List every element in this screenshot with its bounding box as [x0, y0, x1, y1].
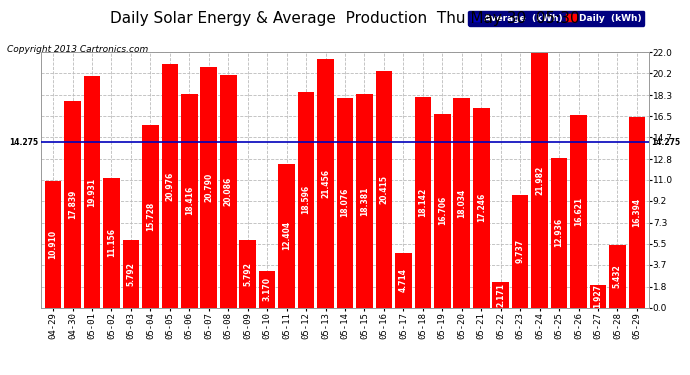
Bar: [64, 101, 81, 308]
Bar: [259, 271, 275, 308]
Text: 20.086: 20.086: [224, 177, 233, 206]
Text: 2.171: 2.171: [496, 283, 505, 307]
Bar: [375, 71, 392, 308]
Text: 18.596: 18.596: [302, 185, 310, 214]
Text: 12.936: 12.936: [555, 218, 564, 247]
Legend: Average  (kWh), Daily  (kWh): Average (kWh), Daily (kWh): [469, 11, 644, 26]
Text: 18.076: 18.076: [340, 188, 350, 218]
Bar: [512, 195, 529, 308]
Text: 18.034: 18.034: [457, 188, 466, 218]
Text: 18.381: 18.381: [360, 186, 369, 216]
Text: 11.156: 11.156: [107, 228, 116, 257]
Text: 5.792: 5.792: [126, 262, 135, 286]
Bar: [473, 108, 489, 307]
Bar: [493, 282, 509, 308]
Bar: [629, 117, 645, 308]
Text: 10.910: 10.910: [48, 230, 57, 259]
Bar: [590, 285, 607, 308]
Bar: [181, 94, 197, 308]
Bar: [570, 115, 586, 308]
Bar: [298, 92, 315, 308]
Bar: [239, 240, 256, 308]
Text: 9.737: 9.737: [515, 239, 524, 263]
Text: 21.982: 21.982: [535, 165, 544, 195]
Text: 14.275: 14.275: [651, 138, 680, 147]
Bar: [278, 164, 295, 308]
Bar: [161, 64, 178, 308]
Text: 1.927: 1.927: [593, 284, 602, 308]
Text: 17.246: 17.246: [477, 193, 486, 222]
Text: 5.432: 5.432: [613, 264, 622, 288]
Bar: [531, 53, 548, 307]
Text: 16.394: 16.394: [633, 198, 642, 227]
Text: 16.706: 16.706: [438, 196, 447, 225]
Bar: [201, 66, 217, 308]
Text: 16.621: 16.621: [574, 196, 583, 226]
Text: 14.275: 14.275: [10, 138, 39, 147]
Bar: [220, 75, 237, 308]
Text: 19.931: 19.931: [88, 177, 97, 207]
Text: 12.404: 12.404: [282, 221, 291, 250]
Text: 15.728: 15.728: [146, 202, 155, 231]
Bar: [45, 181, 61, 308]
Bar: [142, 125, 159, 308]
Text: 21.456: 21.456: [321, 169, 330, 198]
Text: 5.792: 5.792: [243, 262, 252, 286]
Bar: [415, 97, 431, 308]
Text: 4.714: 4.714: [399, 268, 408, 292]
Text: Copyright 2013 Cartronics.com: Copyright 2013 Cartronics.com: [7, 45, 148, 54]
Text: 18.416: 18.416: [185, 186, 194, 215]
Bar: [104, 178, 120, 308]
Text: 20.976: 20.976: [166, 171, 175, 201]
Bar: [395, 253, 412, 308]
Text: Daily Solar Energy & Average  Production  Thu May 30  05:30: Daily Solar Energy & Average Production …: [110, 11, 580, 26]
Text: 3.170: 3.170: [263, 277, 272, 301]
Text: 17.839: 17.839: [68, 189, 77, 219]
Bar: [453, 99, 470, 308]
Bar: [609, 244, 626, 308]
Text: 20.790: 20.790: [204, 172, 213, 202]
Bar: [551, 158, 567, 308]
Text: 20.415: 20.415: [380, 175, 388, 204]
Bar: [123, 240, 139, 308]
Bar: [337, 98, 353, 308]
Bar: [317, 59, 334, 308]
Bar: [83, 76, 100, 308]
Text: 18.142: 18.142: [418, 188, 427, 217]
Bar: [356, 94, 373, 308]
Bar: [434, 114, 451, 308]
